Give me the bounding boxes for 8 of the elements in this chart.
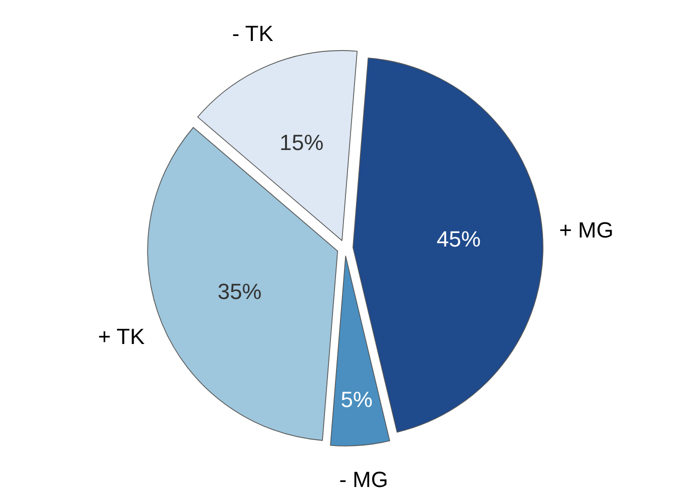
data-label: 45% — [436, 226, 481, 252]
data-label: 15% — [280, 130, 324, 156]
data-label: 35% — [218, 278, 262, 304]
data-label: 5% — [340, 387, 373, 412]
slice-label: + MG — [559, 218, 614, 243]
slice-label: - MG — [339, 466, 388, 492]
slice-label: - TK — [232, 21, 274, 46]
slice-label: + TK — [98, 324, 145, 349]
